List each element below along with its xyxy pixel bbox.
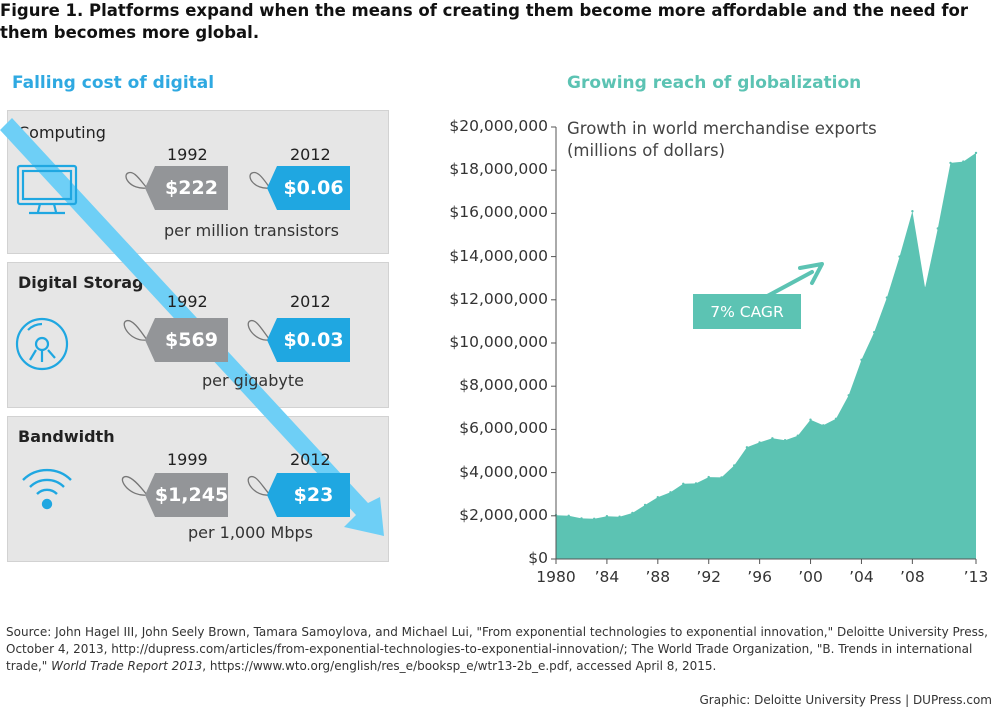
data-point xyxy=(733,464,736,467)
exports-area-series xyxy=(556,152,976,559)
bandwidth-old-price-tag: $1,245 xyxy=(145,473,228,517)
data-point xyxy=(834,417,838,420)
tag-strings xyxy=(121,171,271,496)
chart-annotation: Growth in world merchandise exports (mil… xyxy=(567,118,877,162)
y-tick-label: $6,000,000 xyxy=(459,419,548,438)
x-tick-label: 1980 xyxy=(536,568,576,586)
computing-unit: per million transistors xyxy=(164,221,339,240)
left-section-title: Falling cost of digital xyxy=(12,73,215,93)
right-section-title: Growing reach of globalization xyxy=(567,73,862,93)
data-point xyxy=(847,394,850,397)
data-point xyxy=(936,227,939,230)
bandwidth-label: Bandwidth xyxy=(18,427,115,446)
graphic-credit: Graphic: Deloitte University Press | DUP… xyxy=(699,693,993,707)
bandwidth-old-year: 1999 xyxy=(167,450,208,469)
storage-new-price-tag: $0.03 xyxy=(267,318,350,362)
data-point xyxy=(809,418,812,421)
data-point xyxy=(885,296,889,299)
data-point xyxy=(605,515,609,518)
computing-old-year: 1992 xyxy=(167,145,208,164)
x-tick-label: ’00 xyxy=(798,568,823,586)
x-tick-label: ’96 xyxy=(747,568,772,586)
x-tick-label: ’84 xyxy=(594,568,620,586)
y-tick-label: $8,000,000 xyxy=(459,376,548,395)
y-tick-label: $4,000,000 xyxy=(459,462,548,481)
data-point xyxy=(796,434,799,437)
y-tick-label: $18,000,000 xyxy=(449,160,548,179)
data-point xyxy=(974,151,978,155)
data-point xyxy=(911,210,914,213)
data-point xyxy=(962,160,965,163)
storage-label: Digital Storage xyxy=(18,273,155,292)
data-point xyxy=(707,475,710,479)
storage-old-price-tag: $569 xyxy=(145,318,228,362)
data-point xyxy=(593,517,596,520)
data-point xyxy=(656,496,659,499)
data-point xyxy=(669,491,672,494)
data-point xyxy=(783,439,787,442)
disc-icon xyxy=(15,317,69,371)
data-point xyxy=(745,446,749,449)
computing-new-year: 2012 xyxy=(290,145,331,164)
data-point xyxy=(822,424,825,427)
data-point xyxy=(580,517,583,520)
x-tick-label: ’13 xyxy=(963,568,989,586)
data-point xyxy=(771,437,774,440)
chart-annotation-line2: (millions of dollars) xyxy=(567,141,726,160)
x-tick-label: ’04 xyxy=(849,568,874,586)
cagr-label: 7% CAGR xyxy=(693,294,801,329)
data-point xyxy=(949,161,952,165)
y-tick-label: $2,000,000 xyxy=(459,505,548,524)
data-point xyxy=(682,482,685,485)
y-tick-label: $16,000,000 xyxy=(449,203,548,222)
computing-new-price-tag: $0.06 xyxy=(267,166,350,210)
icon-layer xyxy=(15,164,271,510)
y-tick-label: $20,000,000 xyxy=(449,117,548,135)
data-point xyxy=(643,503,647,507)
data-point xyxy=(898,255,901,258)
x-tick-label: ’92 xyxy=(696,568,722,586)
computing-old-price-tag: $222 xyxy=(145,166,228,210)
data-point xyxy=(758,441,761,444)
storage-new-year: 2012 xyxy=(290,292,331,311)
y-tick-label: $0 xyxy=(528,549,548,567)
source-suffix: , https://www.wto.org/english/res_e/book… xyxy=(202,659,717,673)
data-point xyxy=(720,476,723,479)
x-tick-label: ’08 xyxy=(900,568,925,586)
source-note: Source: John Hagel III, John Seely Brown… xyxy=(6,624,996,675)
data-point xyxy=(618,515,621,518)
chart-annotation-line1: Growth in world merchandise exports xyxy=(567,119,877,138)
data-point xyxy=(694,482,698,485)
y-tick-label: $12,000,000 xyxy=(449,289,548,308)
source-prefix: Source: John Hagel III, John Seely Brown… xyxy=(6,625,988,673)
data-point xyxy=(923,286,927,290)
storage-old-year: 1992 xyxy=(167,292,208,311)
source-italic: World Trade Report 2013 xyxy=(51,659,203,673)
bandwidth-new-year: 2012 xyxy=(290,450,331,469)
wifi-icon xyxy=(22,468,72,510)
data-point xyxy=(567,514,570,517)
y-tick-label: $10,000,000 xyxy=(449,333,548,351)
figure-title: Figure 1. Platforms expand when the mean… xyxy=(0,1,968,42)
y-tick-label: $14,000,000 xyxy=(449,246,548,265)
bandwidth-new-price-tag: $23 xyxy=(267,473,350,517)
x-tick-label: ’88 xyxy=(645,568,671,586)
computing-label: Computing xyxy=(18,123,106,142)
bandwidth-unit: per 1,000 Mbps xyxy=(188,523,314,542)
data-point xyxy=(631,511,634,515)
monitor-icon xyxy=(16,164,78,215)
storage-unit: per gigabyte xyxy=(202,371,304,390)
data-point xyxy=(860,358,863,361)
data-point xyxy=(873,331,876,334)
